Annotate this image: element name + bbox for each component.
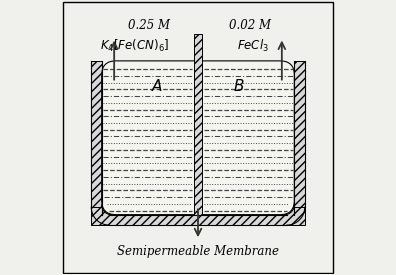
Text: 0.25 M: 0.25 M (128, 19, 170, 32)
Text: $FeCl_3$: $FeCl_3$ (237, 38, 269, 54)
Bar (294, 61, 305, 207)
Bar (91, 61, 102, 207)
FancyBboxPatch shape (102, 61, 294, 215)
Text: $A$: $A$ (151, 78, 163, 94)
Text: $K_4\left[Fe(CN)_6\right]$: $K_4\left[Fe(CN)_6\right]$ (101, 38, 170, 54)
Text: Semipermeable Membrane: Semipermeable Membrane (117, 244, 279, 258)
Text: 0.02 M: 0.02 M (229, 19, 271, 32)
Bar (91, 197, 305, 225)
Text: $B$: $B$ (233, 78, 245, 94)
Bar (194, 34, 202, 215)
